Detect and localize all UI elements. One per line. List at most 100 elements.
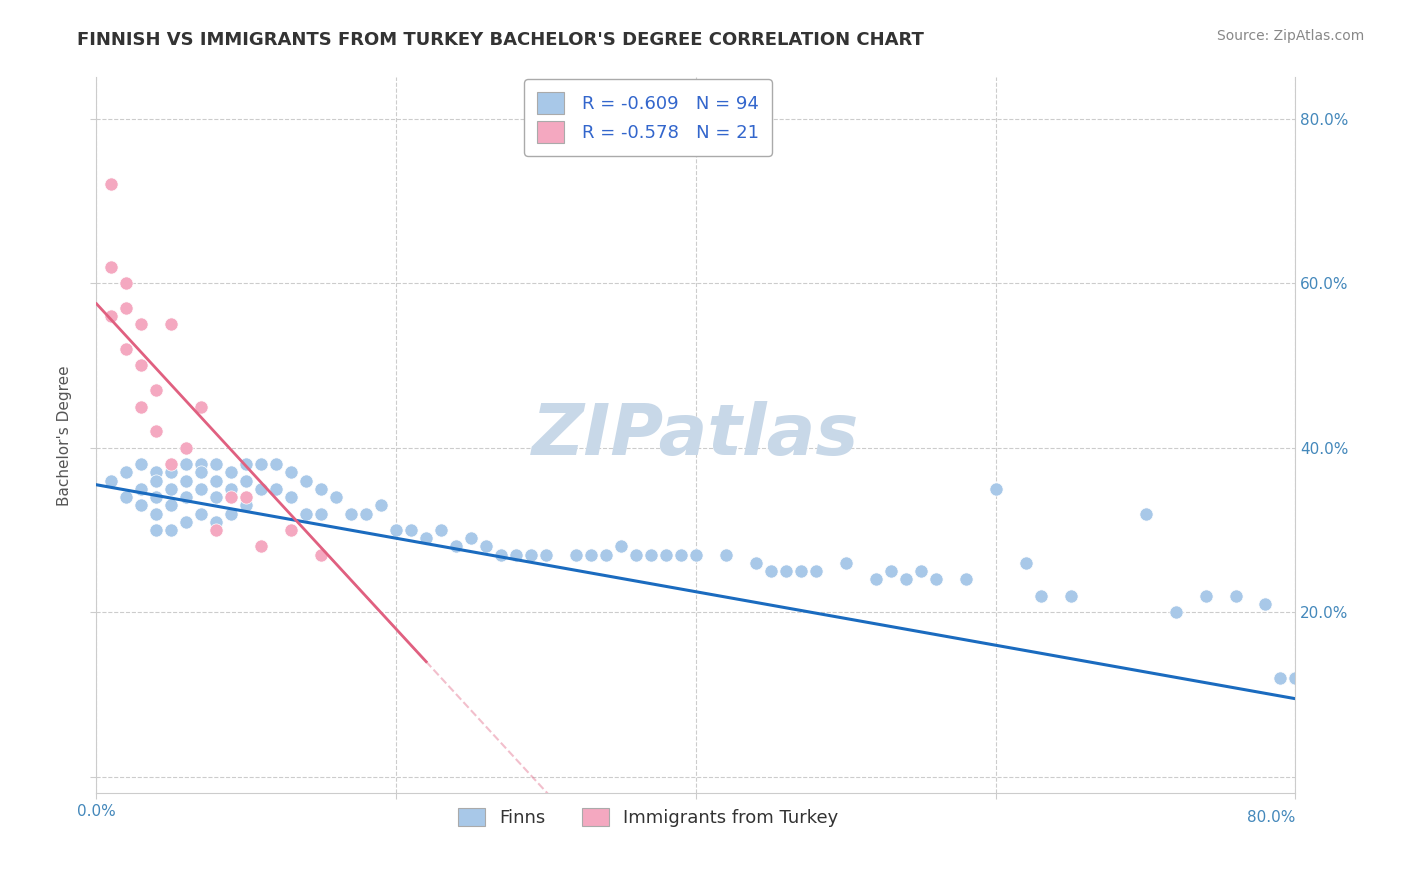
Point	[835, 556, 858, 570]
Point	[145, 474, 167, 488]
Point	[399, 523, 422, 537]
Point	[235, 499, 257, 513]
Point	[1059, 589, 1081, 603]
Point	[205, 523, 228, 537]
Text: ZIPatlas: ZIPatlas	[533, 401, 859, 470]
Point	[489, 548, 512, 562]
Point	[775, 564, 797, 578]
Point	[714, 548, 737, 562]
Point	[190, 400, 212, 414]
Point	[430, 523, 453, 537]
Point	[115, 276, 138, 290]
Point	[1194, 589, 1216, 603]
Point	[221, 490, 243, 504]
Point	[250, 482, 273, 496]
Point	[1284, 671, 1306, 685]
Point	[250, 540, 273, 554]
Point	[984, 482, 1007, 496]
Point	[295, 507, 318, 521]
Point	[190, 507, 212, 521]
Point	[280, 466, 302, 480]
Point	[221, 466, 243, 480]
Text: Source: ZipAtlas.com: Source: ZipAtlas.com	[1216, 29, 1364, 43]
Point	[205, 474, 228, 488]
Point	[100, 178, 122, 192]
Point	[1135, 507, 1157, 521]
Text: 80.0%: 80.0%	[1247, 810, 1295, 825]
Point	[131, 318, 153, 332]
Point	[100, 474, 122, 488]
Point	[311, 482, 333, 496]
Point	[176, 441, 198, 455]
Point	[205, 515, 228, 529]
Point	[145, 466, 167, 480]
Point	[1254, 597, 1277, 611]
Y-axis label: Bachelor's Degree: Bachelor's Degree	[58, 365, 72, 506]
Point	[595, 548, 617, 562]
Point	[624, 548, 647, 562]
Point	[160, 523, 183, 537]
Point	[354, 507, 377, 521]
Point	[100, 309, 122, 323]
Point	[176, 515, 198, 529]
Point	[221, 482, 243, 496]
Point	[266, 482, 288, 496]
Point	[280, 523, 302, 537]
Point	[325, 490, 347, 504]
Point	[505, 548, 527, 562]
Point	[311, 548, 333, 562]
Point	[115, 342, 138, 356]
Point	[145, 383, 167, 397]
Point	[295, 474, 318, 488]
Point	[444, 540, 467, 554]
Point	[1164, 605, 1187, 619]
Point	[205, 490, 228, 504]
Point	[311, 507, 333, 521]
Point	[640, 548, 662, 562]
Point	[475, 540, 498, 554]
Point	[1284, 671, 1306, 685]
Point	[415, 531, 437, 545]
Point	[221, 507, 243, 521]
Point	[1015, 556, 1038, 570]
Point	[385, 523, 408, 537]
Point	[250, 457, 273, 471]
Point	[160, 457, 183, 471]
Point	[205, 457, 228, 471]
Point	[115, 490, 138, 504]
Point	[190, 482, 212, 496]
Point	[280, 490, 302, 504]
Point	[534, 548, 557, 562]
Point	[955, 573, 977, 587]
Point	[804, 564, 827, 578]
Point	[115, 301, 138, 315]
Point	[176, 490, 198, 504]
Point	[610, 540, 633, 554]
Point	[145, 507, 167, 521]
Point	[131, 482, 153, 496]
Point	[266, 457, 288, 471]
Point	[565, 548, 588, 562]
Point	[235, 457, 257, 471]
Point	[160, 318, 183, 332]
Point	[880, 564, 903, 578]
Point	[190, 457, 212, 471]
Point	[370, 499, 392, 513]
Point	[579, 548, 602, 562]
Point	[894, 573, 917, 587]
Point	[520, 548, 543, 562]
Point	[1270, 671, 1292, 685]
Point	[176, 457, 198, 471]
Point	[790, 564, 813, 578]
Point	[100, 260, 122, 274]
Text: FINNISH VS IMMIGRANTS FROM TURKEY BACHELOR'S DEGREE CORRELATION CHART: FINNISH VS IMMIGRANTS FROM TURKEY BACHEL…	[77, 31, 924, 49]
Point	[145, 523, 167, 537]
Point	[160, 466, 183, 480]
Legend: Finns, Immigrants from Turkey: Finns, Immigrants from Turkey	[450, 801, 845, 834]
Point	[1284, 671, 1306, 685]
Point	[131, 359, 153, 373]
Point	[190, 466, 212, 480]
Point	[131, 499, 153, 513]
Point	[160, 499, 183, 513]
Point	[460, 531, 482, 545]
